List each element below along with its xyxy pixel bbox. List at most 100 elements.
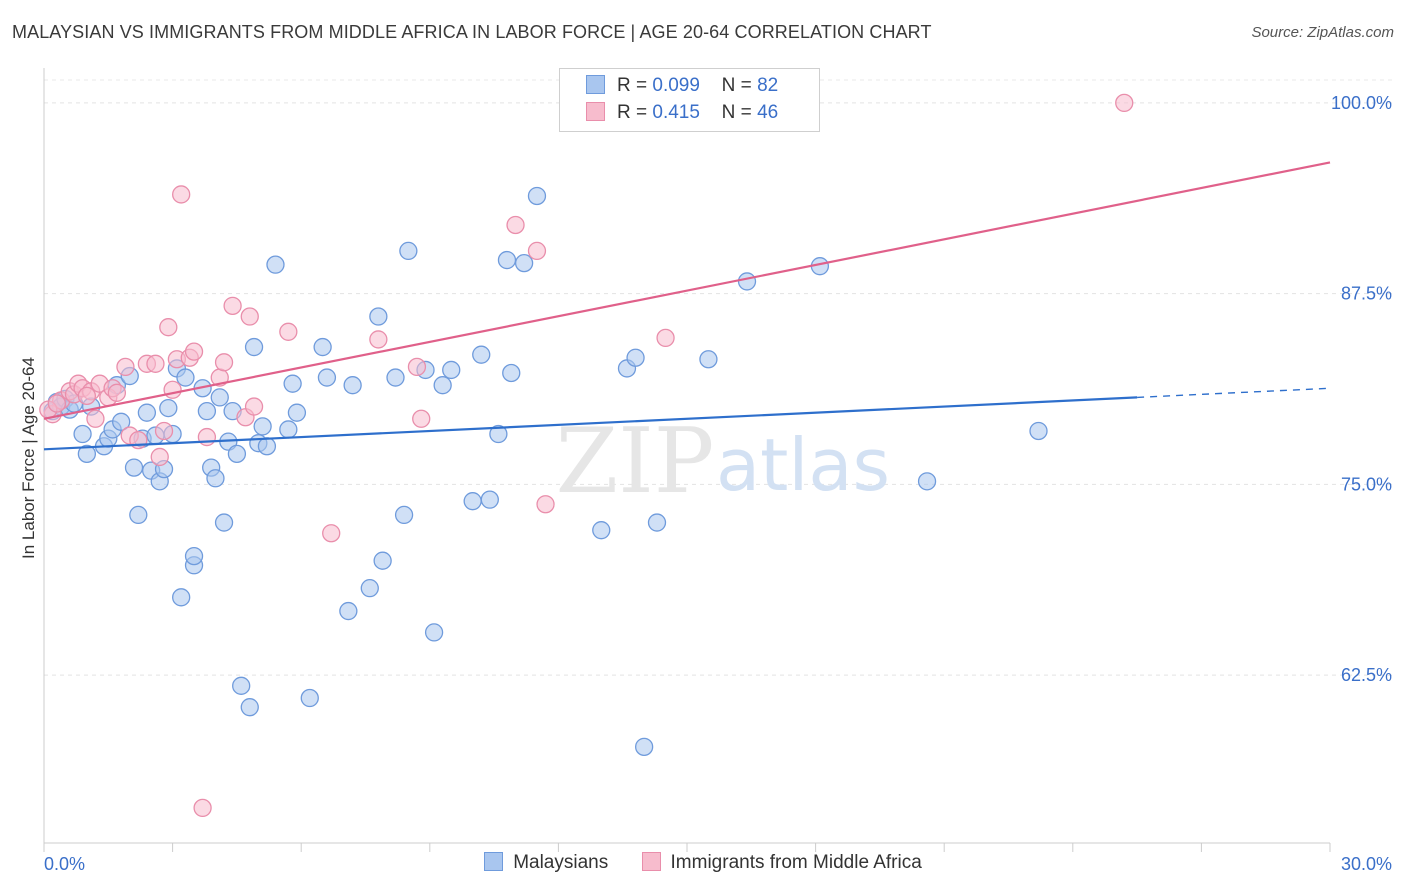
legend-row-middle-africa: R = 0.415 N = 46 bbox=[586, 102, 778, 126]
data-point bbox=[266, 255, 285, 274]
data-point bbox=[240, 698, 259, 717]
data-point bbox=[116, 357, 135, 377]
data-point bbox=[300, 688, 319, 708]
data-point bbox=[176, 368, 195, 387]
data-point bbox=[656, 328, 675, 348]
trend-line bbox=[43, 161, 1331, 420]
data-point bbox=[77, 386, 97, 406]
trend-line-extension bbox=[1137, 387, 1331, 399]
data-point bbox=[154, 421, 174, 441]
data-point bbox=[206, 469, 225, 488]
data-point bbox=[386, 368, 405, 387]
legend-n-label: N = bbox=[721, 75, 752, 96]
data-point bbox=[407, 357, 427, 377]
legend-n-value-middle-africa: 46 bbox=[757, 102, 779, 123]
data-point bbox=[172, 185, 191, 204]
data-point bbox=[214, 353, 234, 372]
data-point bbox=[514, 253, 534, 273]
data-point bbox=[647, 513, 667, 532]
data-point bbox=[527, 186, 547, 206]
data-point bbox=[699, 350, 718, 369]
data-point bbox=[223, 296, 242, 315]
legend-n-label: N = bbox=[721, 102, 752, 123]
data-point bbox=[536, 495, 555, 514]
data-point bbox=[433, 376, 452, 395]
stats-legend: R = 0.099 N = 82 R = 0.415 N = 46 bbox=[559, 68, 820, 132]
y-tick-label: 75.0% bbox=[1341, 474, 1392, 494]
legend-label-malaysians: Malaysians bbox=[513, 852, 609, 873]
data-point bbox=[210, 388, 229, 407]
legend-r-label: R = bbox=[617, 75, 648, 96]
data-point bbox=[737, 272, 757, 291]
data-point bbox=[159, 398, 178, 418]
legend-item-malaysians[interactable]: Malaysians bbox=[484, 852, 608, 874]
data-point bbox=[112, 412, 131, 431]
chart-title: MALAYSIAN VS IMMIGRANTS FROM MIDDLE AFRI… bbox=[12, 22, 932, 42]
data-point bbox=[369, 330, 388, 349]
data-point bbox=[214, 513, 234, 532]
data-point bbox=[257, 437, 277, 456]
data-point bbox=[1115, 93, 1134, 113]
data-point bbox=[412, 409, 431, 428]
data-point bbox=[343, 376, 362, 395]
data-point bbox=[360, 579, 379, 598]
y-tick-label: 62.5% bbox=[1341, 665, 1392, 685]
data-point bbox=[129, 505, 148, 525]
data-point bbox=[244, 397, 264, 416]
data-point bbox=[489, 424, 508, 444]
data-point bbox=[47, 394, 67, 413]
legend-r-value-malaysians: 0.099 bbox=[652, 75, 700, 96]
data-point bbox=[163, 380, 182, 399]
data-point bbox=[232, 676, 251, 695]
axes bbox=[43, 68, 1331, 852]
data-point bbox=[917, 472, 937, 491]
data-point bbox=[506, 215, 525, 235]
data-point bbox=[527, 241, 547, 261]
data-point bbox=[197, 427, 217, 447]
data-point bbox=[313, 337, 332, 357]
data-point bbox=[283, 374, 302, 393]
data-point bbox=[197, 401, 217, 421]
data-point bbox=[86, 409, 105, 428]
legend-r-value-middle-africa: 0.415 bbox=[652, 102, 700, 123]
y-tick-label: 87.5% bbox=[1341, 284, 1392, 304]
data-point bbox=[146, 354, 165, 373]
legend-item-middle-africa[interactable]: Immigrants from Middle Africa bbox=[641, 852, 922, 874]
data-point bbox=[322, 524, 341, 543]
y-tick-label: 100.0% bbox=[1331, 93, 1392, 113]
data-point bbox=[150, 447, 169, 467]
data-point bbox=[463, 492, 482, 511]
series-middle-africa-points bbox=[39, 93, 1134, 818]
data-point bbox=[124, 458, 144, 477]
series-malaysians-points bbox=[43, 186, 1048, 757]
data-point bbox=[373, 551, 392, 570]
data-point bbox=[240, 307, 259, 326]
data-point bbox=[317, 368, 337, 387]
data-point bbox=[472, 345, 491, 364]
legend-n-value-malaysians: 82 bbox=[757, 75, 779, 96]
data-point bbox=[279, 420, 298, 439]
data-point bbox=[394, 505, 414, 525]
x-tick-label: 0.0% bbox=[44, 854, 85, 874]
data-point bbox=[77, 444, 97, 464]
data-point bbox=[287, 403, 307, 422]
data-point bbox=[244, 337, 264, 357]
data-point bbox=[137, 403, 157, 422]
legend-swatch-malaysians bbox=[586, 75, 605, 94]
data-point bbox=[399, 241, 418, 261]
y-axis-label: In Labor Force | Age 20-64 bbox=[19, 357, 38, 559]
data-point bbox=[184, 342, 204, 361]
legend-swatch-middle-africa bbox=[641, 852, 661, 871]
legend-r-label: R = bbox=[617, 102, 648, 123]
data-point bbox=[227, 444, 247, 464]
data-point bbox=[480, 490, 499, 509]
trend-line bbox=[43, 396, 1138, 451]
data-point bbox=[339, 601, 358, 621]
legend-row-malaysians: R = 0.099 N = 82 bbox=[586, 75, 778, 99]
x-tick-label: 30.0% bbox=[1341, 854, 1392, 874]
data-point bbox=[193, 798, 212, 818]
data-point bbox=[73, 424, 92, 444]
data-point bbox=[424, 623, 444, 642]
tick-labels: 100.0% 87.5% 75.0% 62.5% 0.0% 30.0% bbox=[44, 93, 1392, 874]
